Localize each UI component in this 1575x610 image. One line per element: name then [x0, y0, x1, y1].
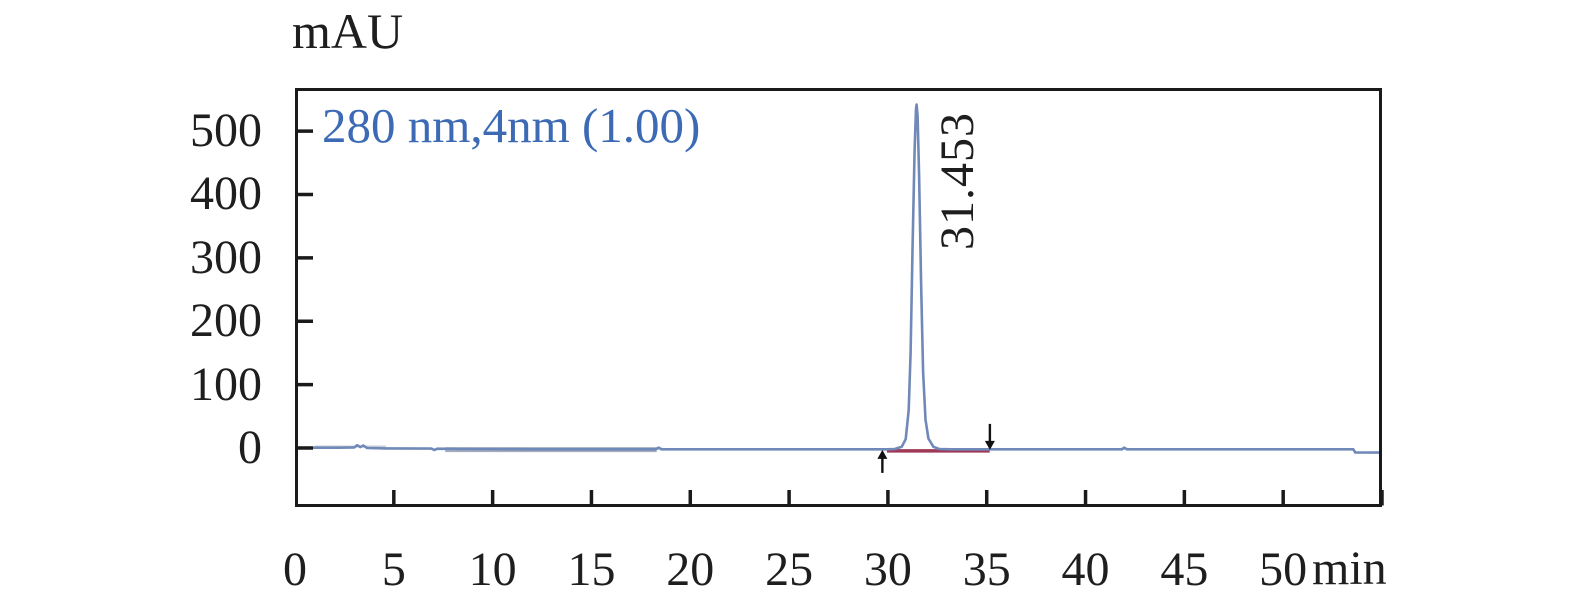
y-tick-label-200: 200 [190, 294, 262, 348]
plot-border [295, 88, 1382, 507]
x-tick-label-50: 50 [1259, 543, 1308, 596]
x-tick-label-0: 0 [283, 543, 307, 596]
x-tick-label-5: 5 [381, 543, 406, 596]
x-tick-label-20: 20 [666, 543, 715, 596]
x-tick-label-15: 15 [567, 543, 616, 596]
y-tick-label-100: 100 [190, 357, 262, 411]
peak-retention-time-label: 31.453 [931, 112, 984, 250]
detector-channel-label: 280 nm,4nm (1.00) [322, 98, 701, 153]
y-tick-label-500: 500 [190, 104, 262, 158]
peak-end-down-arrowhead-icon [984, 440, 995, 450]
y-tick-label-400: 400 [190, 167, 262, 221]
x-tick-label-45: 45 [1160, 543, 1209, 596]
peak-start-up-arrowhead-icon [877, 449, 888, 459]
chromatogram-trace [295, 103, 1383, 454]
x-tick-label-10: 10 [468, 543, 517, 596]
y-axis-unit-label: mAU [292, 3, 404, 59]
x-tick-label-25: 25 [765, 543, 814, 596]
x-tick-label-30: 30 [863, 543, 912, 596]
y-tick-label-0: 0 [238, 421, 262, 475]
x-axis-unit-label: min [1312, 542, 1387, 595]
y-tick-label-300: 300 [190, 230, 262, 284]
x-tick-label-35: 35 [962, 543, 1011, 596]
x-tick-label-40: 40 [1061, 543, 1110, 596]
